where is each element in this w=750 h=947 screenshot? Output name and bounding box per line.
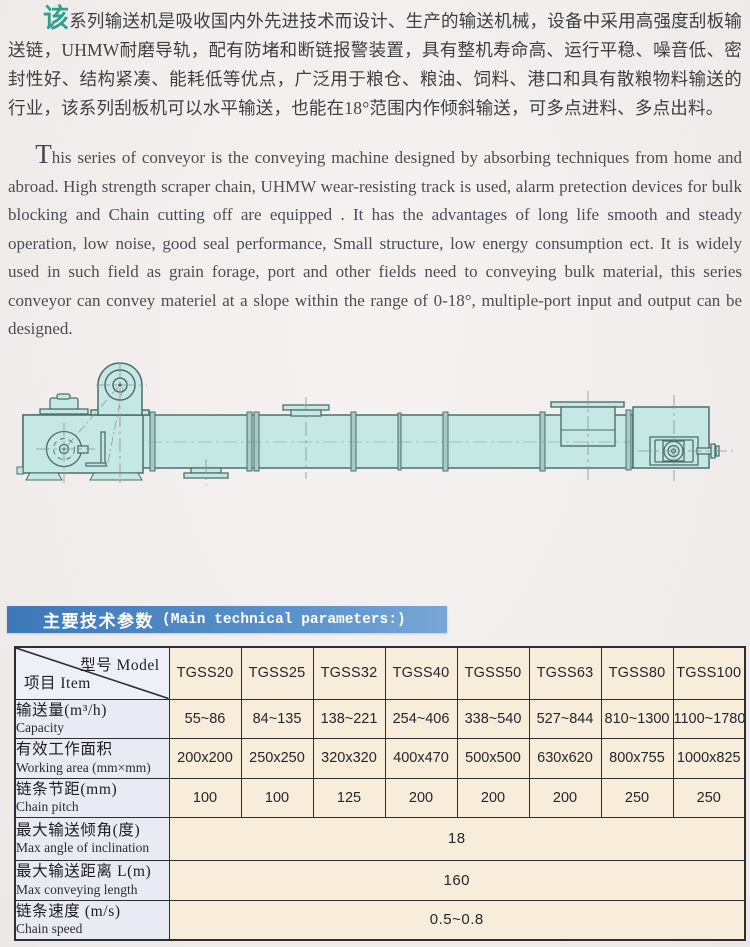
value-cell: 254~406 bbox=[384, 698, 458, 739]
value-cell: 338~540 bbox=[456, 698, 530, 739]
value-cell: 630x620 bbox=[528, 737, 602, 779]
value-cell: 810~1300 bbox=[600, 698, 674, 739]
corner-header-cell: 型号 Model 项目 Item bbox=[14, 646, 170, 700]
model-header-cell: TGSS50 bbox=[456, 646, 530, 700]
feed-hopper bbox=[550, 401, 625, 447]
value-cell: 800x755 bbox=[600, 737, 674, 779]
banner-title-cn: 主要技术参数 bbox=[43, 612, 154, 631]
model-header-cell: TGSS40 bbox=[384, 646, 458, 700]
model-header-cell: TGSS20 bbox=[168, 646, 242, 700]
row-label-cn: 链条节距(mm) bbox=[16, 780, 118, 798]
diagonal-divider bbox=[16, 648, 169, 699]
row-label-cn: 最大输送距离 L(m) bbox=[16, 863, 152, 881]
row-label-en: Working area (mm×mm) bbox=[16, 759, 151, 775]
section-banner: 主要技术参数 (Main technical parameters:) bbox=[7, 606, 447, 633]
row-label-cell: 链条节距(mm) Chain pitch bbox=[14, 777, 170, 818]
banner-title-en: (Main technical parameters:) bbox=[162, 611, 406, 628]
table-row-working-area: 有效工作面积 Working area (mm×mm) 200x200 250x… bbox=[14, 737, 746, 779]
span-value-cell: 18 bbox=[168, 816, 746, 861]
intro-en-text: his series of conveyor is the conveying … bbox=[8, 148, 742, 338]
table-row-capacity: 输送量(m³/h) Capacity 55~86 84~135 138~221 … bbox=[14, 698, 746, 739]
value-cell: 200 bbox=[528, 777, 602, 818]
value-cell: 200 bbox=[384, 777, 458, 818]
row-label-en: Chain pitch bbox=[16, 799, 79, 815]
value-cell: 250 bbox=[600, 777, 674, 818]
value-cell: 1000x825 bbox=[672, 737, 746, 779]
center-lines bbox=[36, 363, 733, 485]
conveyor-side-view-svg bbox=[16, 362, 733, 485]
value-cell: 200 bbox=[456, 777, 530, 818]
row-label-en: Capacity bbox=[16, 720, 64, 736]
row-label-cell: 最大输送倾角(度) Max angle of inclination bbox=[14, 816, 170, 861]
value-cell: 1100~1780 bbox=[672, 698, 746, 739]
value-cell: 400x470 bbox=[384, 737, 458, 779]
row-label-cn: 最大输送倾角(度) bbox=[16, 821, 141, 839]
table-header-row: 型号 Model 项目 Item TGSS20 TGSS25 TGSS32 TG… bbox=[14, 646, 746, 700]
table-row-max-angle: 最大输送倾角(度) Max angle of inclination 18 bbox=[14, 816, 746, 861]
flange-strips bbox=[149, 409, 632, 472]
value-cell: 200x200 bbox=[168, 737, 242, 779]
value-cell: 250 bbox=[672, 777, 746, 818]
row-label-cell: 有效工作面积 Working area (mm×mm) bbox=[14, 737, 170, 779]
value-cell: 55~86 bbox=[168, 698, 242, 739]
row-label-cell: 链条速度 (m/s) Chain speed bbox=[14, 899, 170, 941]
model-header-cell: TGSS100 bbox=[672, 646, 746, 700]
model-header-cell: TGSS32 bbox=[312, 646, 386, 700]
value-cell: 320x320 bbox=[312, 737, 386, 779]
row-label-cell: 输送量(m³/h) Capacity bbox=[14, 698, 170, 739]
table-row-chain-pitch: 链条节距(mm) Chain pitch 100 100 125 200 200… bbox=[14, 777, 746, 818]
model-header-cell: TGSS25 bbox=[240, 646, 314, 700]
value-cell: 500x500 bbox=[456, 737, 530, 779]
intro-paragraph-cn: 该系列输送机是吸收国内外先进技术而设计、生产的输送机械，设备中采用高强度刮板输送… bbox=[8, 6, 742, 123]
row-label-cn: 链条速度 (m/s) bbox=[16, 902, 121, 920]
row-label-en: Max angle of inclination bbox=[16, 840, 150, 856]
span-value-cell: 0.5~0.8 bbox=[168, 899, 746, 941]
table-row-max-length: 最大输送距离 L(m) Max conveying length 160 bbox=[14, 859, 746, 901]
conveyor-diagram bbox=[0, 343, 750, 515]
value-cell: 100 bbox=[168, 777, 242, 818]
corner-model-label: 型号 Model bbox=[80, 657, 160, 674]
row-label-en: Chain speed bbox=[16, 921, 83, 937]
intro-cn-lead-char: 该 bbox=[43, 4, 70, 33]
model-header-cell: TGSS63 bbox=[528, 646, 602, 700]
corner-item-label: 项目 Item bbox=[24, 674, 91, 692]
model-header-cell: TGSS80 bbox=[600, 646, 674, 700]
row-label-cn: 输送量(m³/h) bbox=[16, 701, 107, 719]
value-cell: 250x250 bbox=[240, 737, 314, 779]
row-label-cn: 有效工作面积 bbox=[16, 741, 113, 759]
row-label-cell: 最大输送距离 L(m) Max conveying length bbox=[14, 859, 170, 901]
table-row-chain-speed: 链条速度 (m/s) Chain speed 0.5~0.8 bbox=[14, 899, 746, 941]
intro-en-lead-char: T bbox=[35, 139, 52, 169]
parameters-table: 型号 Model 项目 Item TGSS20 TGSS25 TGSS32 TG… bbox=[14, 646, 746, 941]
intro-paragraph-en: This series of conveyor is the conveying… bbox=[8, 141, 742, 344]
value-cell: 527~844 bbox=[528, 698, 602, 739]
intro-cn-text: 系列输送机是吸收国内外先进技术而设计、生产的输送机械，设备中采用高强度刮板输送链… bbox=[8, 11, 742, 118]
head-inlet-port bbox=[39, 393, 89, 415]
value-cell: 125 bbox=[312, 777, 386, 818]
value-cell: 138~221 bbox=[312, 698, 386, 739]
span-value-cell: 160 bbox=[168, 859, 746, 901]
value-cell: 100 bbox=[240, 777, 314, 818]
value-cell: 84~135 bbox=[240, 698, 314, 739]
row-label-en: Max conveying length bbox=[16, 881, 138, 897]
